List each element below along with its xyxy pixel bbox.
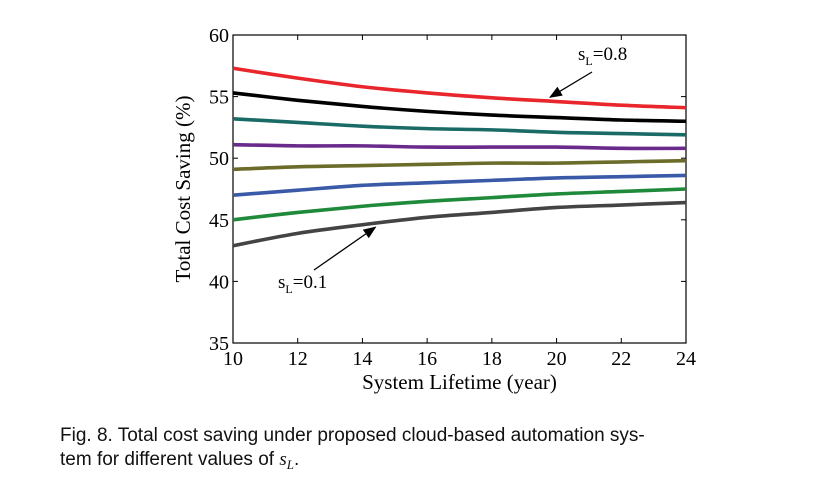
annotation-label: sL=0.1 [278,272,327,296]
x-tick-label: 14 [352,348,372,370]
series-line-8 [232,200,687,248]
x-tick-label: 18 [482,348,502,370]
caption-line-2: tem for different values of sL. [60,448,800,477]
figure-caption: Fig. 8. Total cost saving under proposed… [60,424,800,477]
y-tick-label: 45 [209,210,229,232]
series-line-4 [232,142,687,151]
caption-variable: s [279,449,287,470]
series-line-2 [232,91,687,124]
x-tick-label: 22 [611,348,631,370]
chart-figure: 10 12 14 16 18 20 22 24 35 40 45 50 55 60 System Lifet… [171,25,696,394]
y-tick-label: 60 [209,25,229,47]
series-line-7 [232,187,687,222]
x-axis-title: System Lifetime (year) [362,370,557,394]
caption-line-2-text: tem for different values of [60,449,280,470]
x-tick-label: 16 [417,348,437,370]
caption-line-1: Fig. 8. Total cost saving under proposed… [60,425,645,446]
series-line-3 [232,116,687,137]
y-tick-label: 40 [209,271,229,293]
x-tick-label: 20 [547,348,567,370]
series-line-1 [232,66,687,110]
x-tick-label: 12 [288,348,308,370]
annotation-arrow [313,226,377,271]
y-tick-label: 55 [209,87,229,109]
caption-period: . [293,449,300,470]
series-line-6 [232,173,687,197]
series-line-5 [232,158,687,172]
caption-variable-subscript: L [286,457,294,472]
y-axis-title: Total Cost Saving (%) [171,96,195,283]
x-tick-label: 24 [676,348,696,370]
annotation-arrow [548,71,593,98]
y-tick-label: 50 [209,148,229,170]
annotation-label: sL=0.8 [578,44,627,68]
y-tick-label: 35 [209,333,229,355]
x-tick-label: 10 [223,348,243,370]
